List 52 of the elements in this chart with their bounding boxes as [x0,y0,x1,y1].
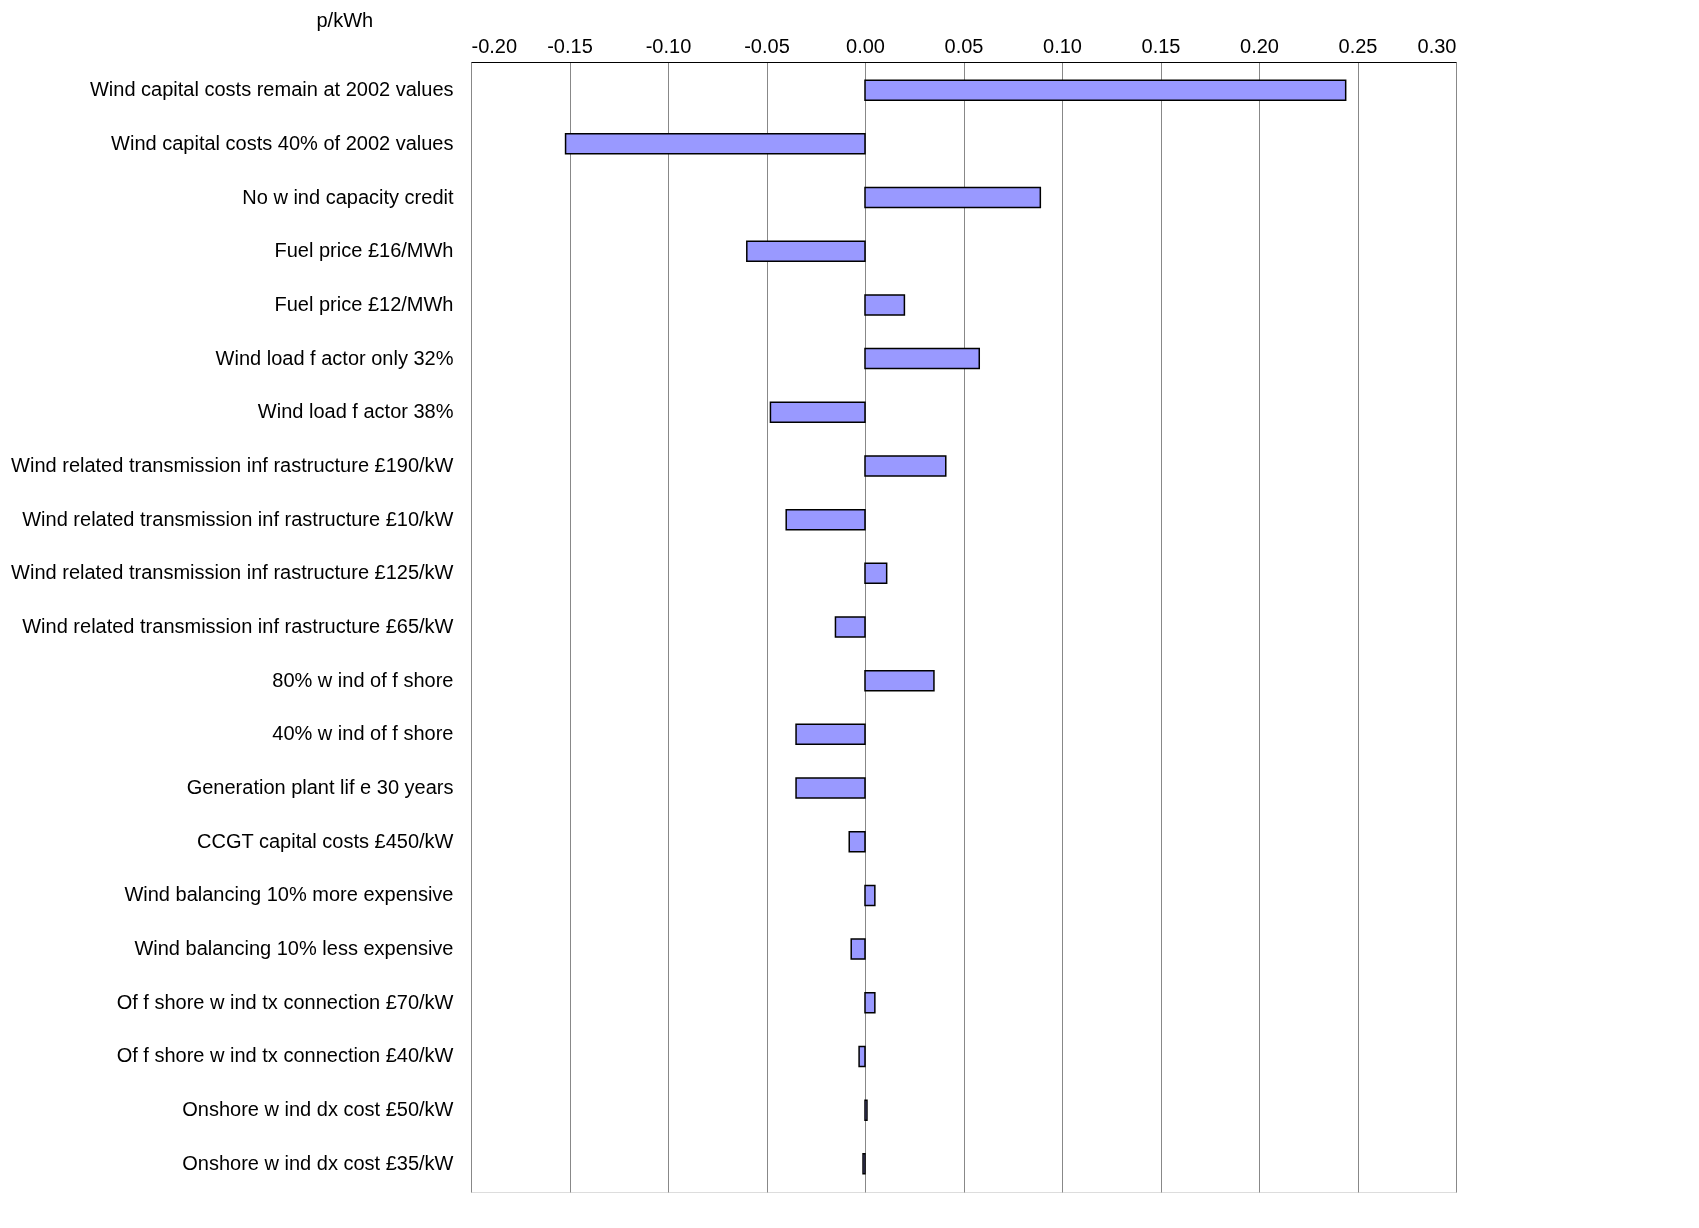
y-tick-label: Fuel price £12/MWh [274,292,454,315]
y-tick-label: Wind related transmission inf rastructure £65/kW [22,615,454,637]
x-tick-label: 0.15 [1141,34,1181,57]
y-tick-label: Wind related transmission inf rastructure £190/kW [11,453,454,476]
y-tick-label: Wind related transmission inf rastructure £10/kW [22,507,454,530]
bar [848,830,866,853]
y-tick-label: 80% w ind of f shore [272,668,454,691]
bar [850,938,866,960]
y-tick-label: Wind capital costs 40% of 2002 values [111,131,454,154]
y-tick-label: Onshore w ind dx cost £50/kW [182,1098,454,1121]
x-tick-label: -0.10 [645,34,692,57]
bar [785,508,866,531]
y-tick-label: Wind related transmission inf rastructure £125/kW [11,561,454,584]
bar [864,186,1042,209]
y-tick-label: Wind capital costs remain at 2002 values [89,78,454,101]
bar [864,992,876,1014]
bar [795,723,866,746]
y-tick-label: Wind load f actor only 32% [215,346,454,369]
bar [864,884,876,907]
bar [864,294,906,316]
bar [864,669,935,692]
bar [864,347,981,370]
y-tick-label: Onshore w ind dx cost £35/kW [182,1151,454,1174]
x-tick-label: -0.05 [744,34,790,57]
bar [858,1045,866,1068]
x-tick-label: 0.05 [944,34,984,57]
y-tick-label: 40% w ind of f shore [272,722,454,745]
y-tick-label: Wind balancing 10% less expensive [134,937,454,960]
y-tick-label: Generation plant lif e 30 years [186,776,454,799]
bar [864,455,947,477]
y-tick-label: Of f shore w ind tx connection £40/kW [116,1044,454,1067]
x-tick-label: 0.00 [846,34,885,57]
y-tick-label: No w ind capacity credit [242,185,454,208]
x-axis-title: p/kWh [316,8,374,31]
bar [746,240,866,262]
x-tick-label: 0.10 [1043,34,1082,57]
bar [564,133,866,155]
x-tick-label: 0.25 [1338,34,1378,57]
x-tick-label: 0.30 [1417,34,1457,57]
y-tick-label: Wind balancing 10% more expensive [124,883,454,906]
y-tick-label: Of f shore w ind tx connection £70/kW [116,990,454,1013]
x-tick-label: 0.20 [1240,34,1279,57]
x-tick-label: -0.20 [471,34,518,57]
bar [864,562,888,585]
bar [795,777,866,799]
x-tick-label: -0.15 [547,34,593,57]
y-tick-label: Wind load f actor 38% [257,400,454,423]
bar [769,401,866,424]
bar [834,616,866,638]
y-tick-label: Fuel price £16/MWh [274,239,454,262]
y-tick-label: CCGT capital costs £450/kW [197,829,454,852]
bar [864,79,1347,101]
